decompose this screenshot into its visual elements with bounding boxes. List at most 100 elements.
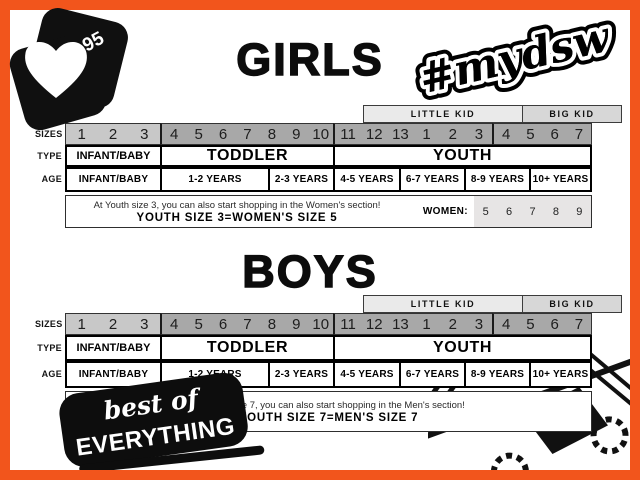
age-cell: 2-3 YEARS: [268, 361, 333, 388]
age-cell: 10+ YEARS: [529, 361, 592, 388]
size-cell: 6: [550, 125, 559, 143]
heart-like-tag-icon: 95: [9, 8, 128, 131]
kid-group-cell: BIG KID: [522, 105, 622, 123]
girls-age-row-label: AGE: [41, 174, 62, 184]
size-cell: 13: [392, 315, 409, 333]
size-cell: 2: [448, 125, 457, 143]
size-cell: 3: [140, 125, 149, 143]
size-cell: 8: [267, 315, 277, 333]
size-cell: 6: [218, 315, 228, 333]
size-cell: 3: [140, 315, 149, 333]
type-cell: YOUTH: [333, 145, 592, 167]
women-size-cell: 5: [482, 205, 489, 218]
boys-sizes-row-label: SIZES: [35, 319, 63, 329]
age-cell: 2-3 YEARS: [268, 167, 333, 192]
women-size-cell: 9: [576, 205, 583, 218]
girls-type-row-label: TYPE: [37, 151, 62, 161]
type-cell: INFANT/BABY: [65, 335, 160, 361]
size-cell: 5: [526, 125, 535, 143]
size-cell: 1: [77, 315, 86, 333]
girls-note-line1: At Youth size 3, you can also start shop…: [93, 199, 381, 211]
age-cell: 6-7 YEARS: [399, 167, 464, 192]
age-cell: 4-5 YEARS: [333, 167, 399, 192]
boys-infant-sizes: 1 2 3: [65, 313, 160, 335]
boys-note-line2: YOUTH SIZE 7=MEN'S SIZE 7: [238, 411, 419, 424]
age-cell: 8-9 YEARS: [464, 361, 529, 388]
size-cell: 7: [574, 125, 584, 143]
heart-icon: [25, 41, 87, 98]
age-cell: 1-2 YEARS: [160, 167, 268, 192]
best-of-everything-badge: best of EVERYTHING: [59, 372, 265, 474]
size-cell: 12: [365, 315, 383, 333]
girls-note-line2: YOUTH SIZE 3=WOMEN'S SIZE 5: [136, 211, 338, 224]
girls-kid-group-header: LITTLE KID BIG KID: [363, 105, 622, 123]
size-cell: 13: [392, 125, 409, 143]
boys-title: BOYS: [241, 245, 378, 298]
boys-note-text: At Youth size 7, you can also start shop…: [66, 392, 591, 431]
size-cell: 7: [243, 315, 252, 333]
girls-age-row: INFANT/BABY 1-2 YEARS 2-3 YEARS 4-5 YEARS 6-…: [65, 167, 592, 192]
type-cell: YOUTH: [333, 335, 592, 361]
women-size-cell: 7: [529, 205, 536, 218]
size-cell: 4: [170, 125, 179, 143]
boys-toddler-sizes: 4 5 6 7 8 9 10: [160, 313, 333, 335]
size-cell: 9: [292, 125, 301, 143]
age-cell: 6-7 YEARS: [399, 361, 464, 388]
girls-infant-sizes: 1 2 3: [65, 123, 160, 145]
women-sizes-strip: 5 6 7 8 9: [474, 196, 591, 227]
size-cell: 2: [448, 315, 457, 333]
size-cell: 4: [501, 125, 511, 143]
type-cell: TODDLER: [160, 335, 333, 361]
girls-title: GIRLS: [235, 33, 384, 86]
girls-toddler-sizes: 4 5 6 7 8 9 10: [160, 123, 333, 145]
girls-note-text: At Youth size 3, you can also start shop…: [66, 196, 408, 227]
age-cell: 4-5 YEARS: [333, 361, 399, 388]
boys-note-line1: At Youth size 7, you can also start shop…: [192, 399, 465, 411]
kid-group-cell: LITTLE KID: [363, 295, 522, 313]
size-cell: 11: [340, 125, 356, 143]
boys-type-row-label: TYPE: [37, 343, 62, 353]
size-cell: 5: [194, 315, 203, 333]
boys-little-kid-sizes: 11 12 13 1 2 3: [333, 313, 492, 335]
size-cell: 7: [243, 125, 252, 143]
size-cell: 4: [501, 315, 511, 333]
svg-text:#mydsw: #mydsw: [415, 12, 616, 104]
size-cell: 9: [292, 315, 301, 333]
size-cell: 5: [526, 315, 535, 333]
kid-group-cell: BIG KID: [522, 295, 622, 313]
women-size-cell: 6: [506, 205, 513, 218]
size-cell: 2: [108, 315, 118, 333]
boys-kid-group-header: LITTLE KID BIG KID: [363, 295, 622, 313]
kid-group-cell: LITTLE KID: [363, 105, 522, 123]
size-cell: 6: [218, 125, 228, 143]
size-cell: 1: [422, 315, 431, 333]
size-cell: 3: [474, 125, 484, 143]
boys-age-row-label: AGE: [41, 369, 62, 379]
size-cell: 11: [340, 315, 356, 333]
size-cell: 8: [267, 125, 277, 143]
size-cell: 10: [312, 125, 330, 143]
size-cell: 7: [574, 315, 584, 333]
type-cell: TODDLER: [160, 145, 333, 167]
size-cell: 12: [365, 125, 383, 143]
type-cell: INFANT/BABY: [65, 145, 160, 167]
age-cell: INFANT/BABY: [65, 361, 160, 388]
age-cell: 8-9 YEARS: [464, 167, 529, 192]
girls-note-box: At Youth size 3, you can also start shop…: [65, 195, 592, 228]
size-cell: 5: [194, 125, 203, 143]
age-cell: 10+ YEARS: [529, 167, 592, 192]
women-sizes-label: WOMEN:: [422, 206, 468, 217]
girls-sizes-row-label: SIZES: [35, 129, 63, 139]
hashtag-mydsw-sticker: #mydsw #mydsw #mydsw: [408, 6, 623, 111]
size-cell: 3: [474, 315, 484, 333]
girls-little-kid-sizes: 11 12 13 1 2 3: [333, 123, 492, 145]
age-cell: INFANT/BABY: [65, 167, 160, 192]
boys-type-row: INFANT/BABY TODDLER YOUTH: [65, 335, 592, 361]
